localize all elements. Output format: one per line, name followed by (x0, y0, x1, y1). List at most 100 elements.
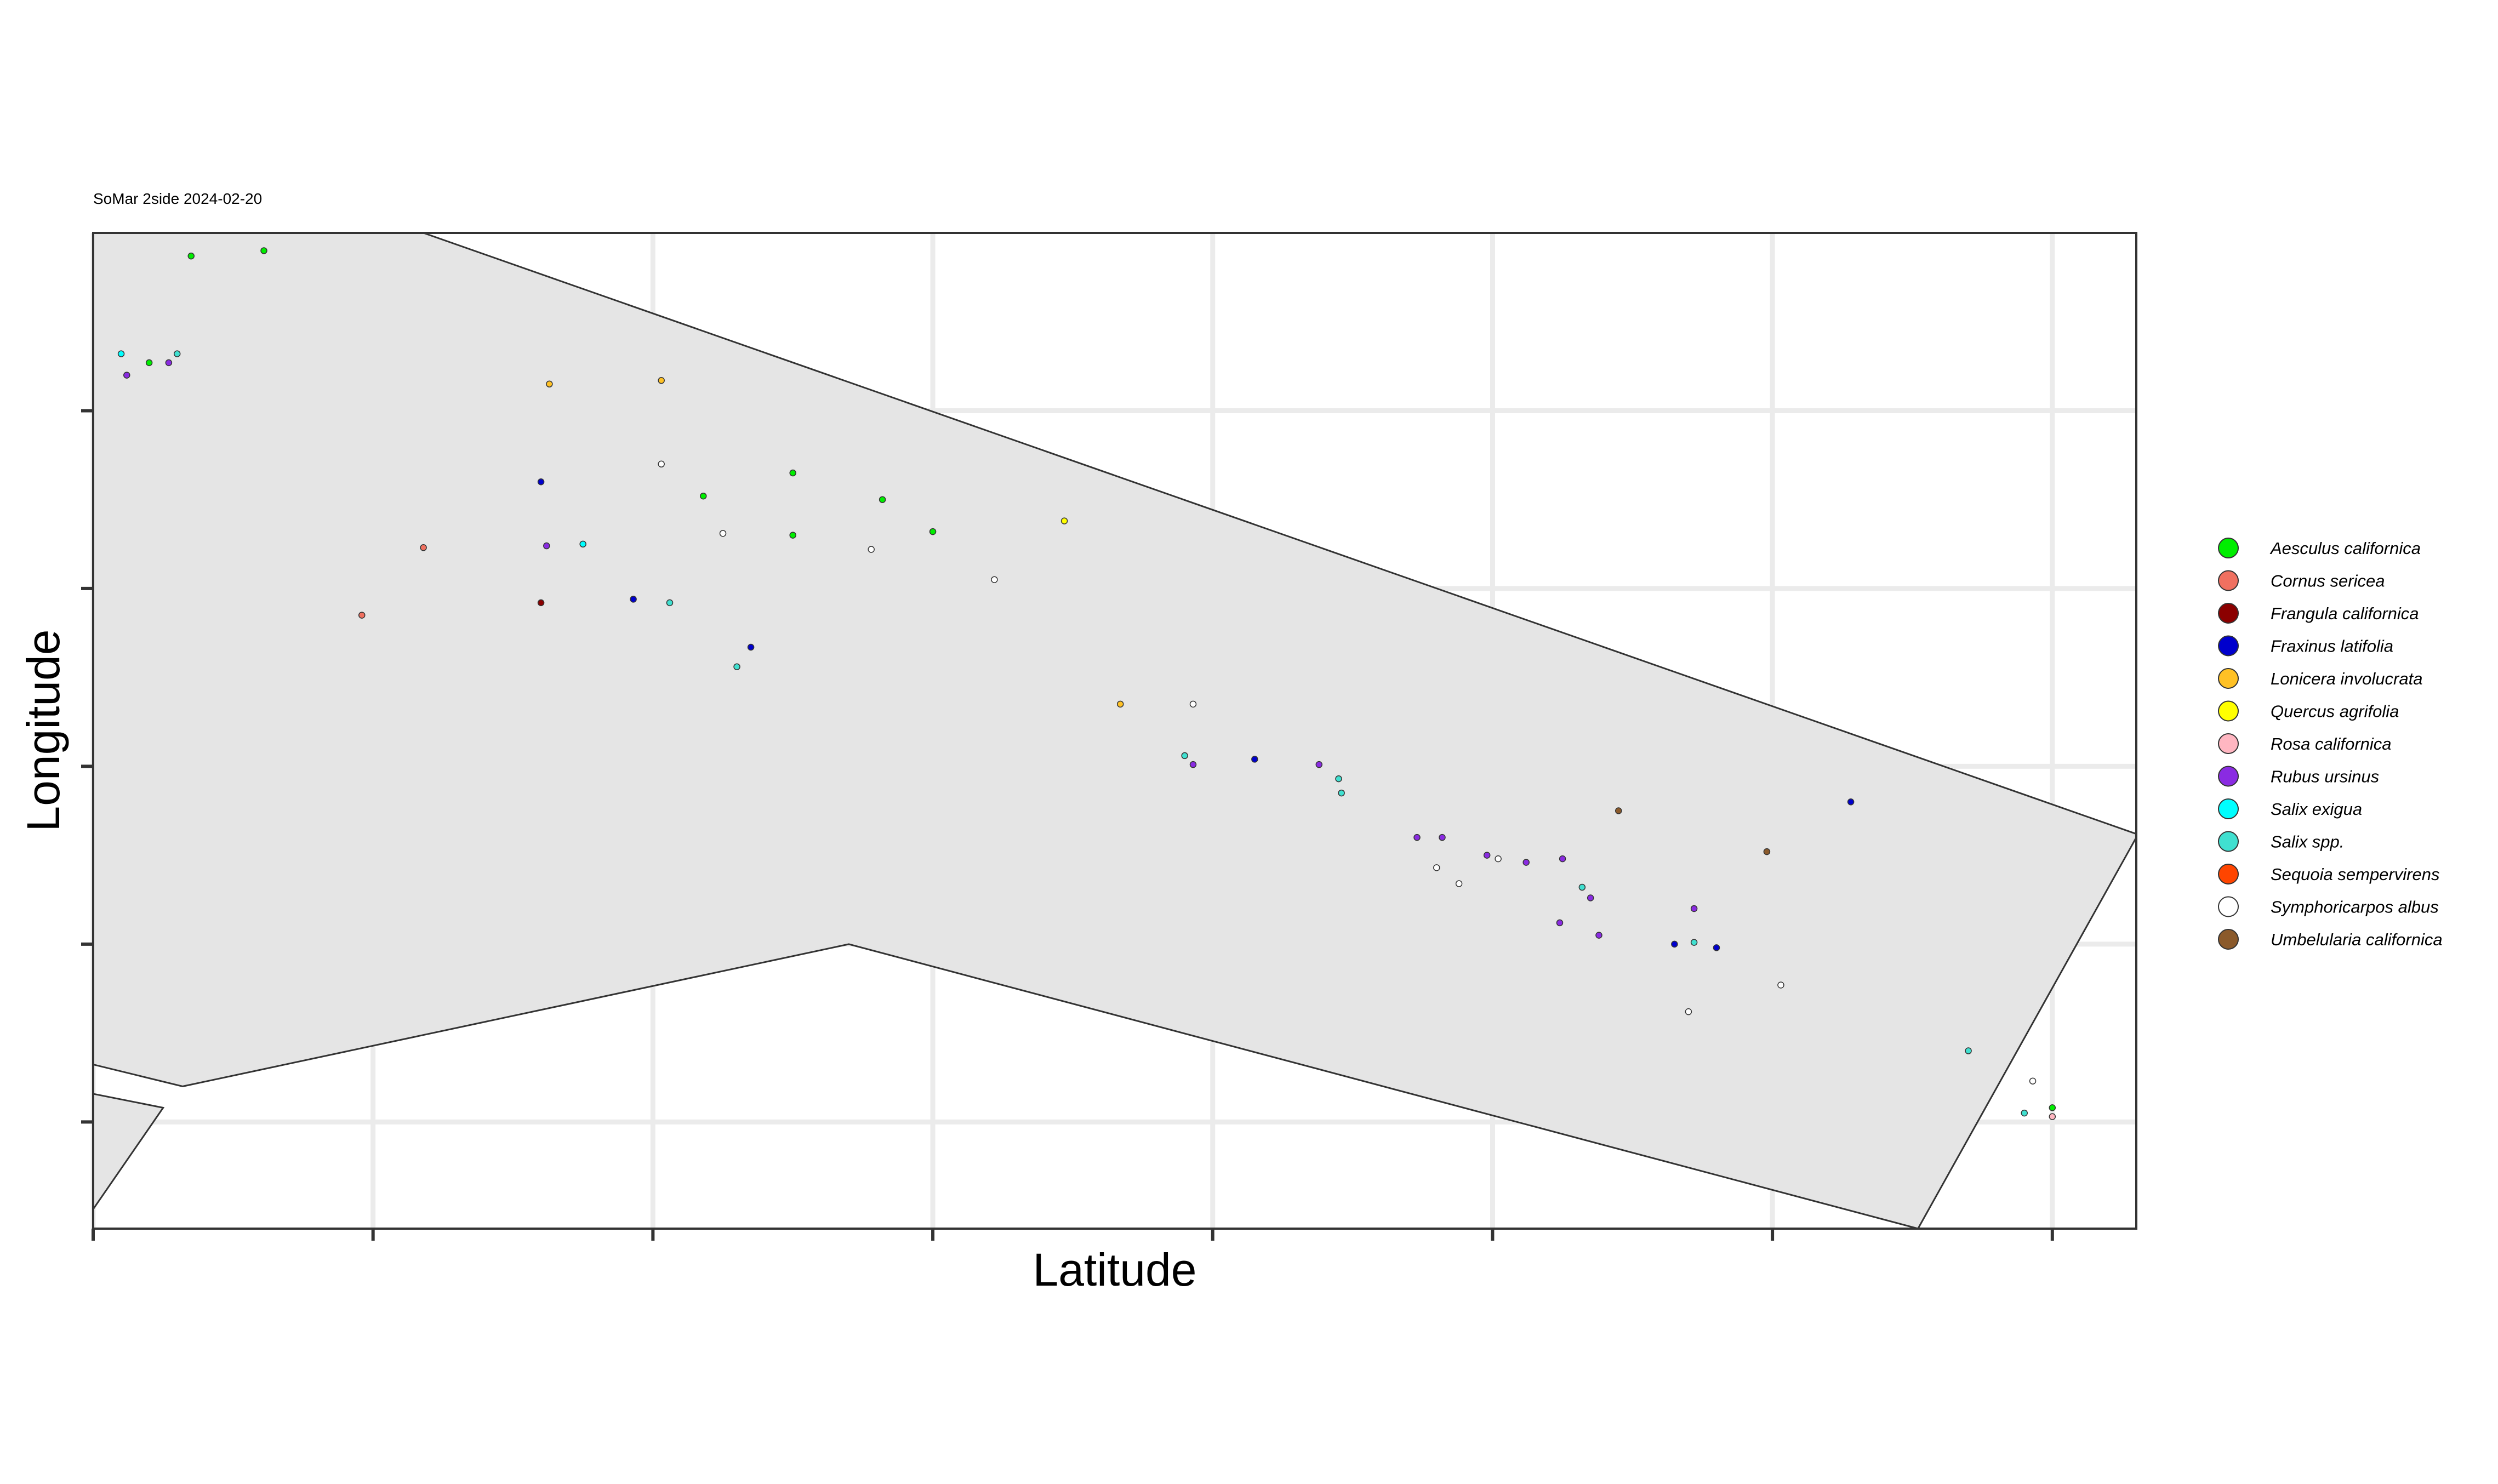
data-point (789, 532, 796, 539)
data-point (1338, 789, 1345, 797)
legend-key-icon (2218, 603, 2239, 624)
legend-label: Quercus agrifolia (2271, 702, 2399, 721)
data-point (1615, 807, 1622, 814)
data-point (666, 599, 674, 607)
data-point (1578, 883, 1586, 891)
legend-label: Cornus sericea (2271, 572, 2385, 591)
legend-label: Aesculus californica (2269, 539, 2421, 558)
data-point (1713, 944, 1720, 951)
data-point (123, 372, 130, 379)
data-point (187, 252, 195, 260)
data-point (747, 643, 755, 651)
legend-label: Fraxinus latifolia (2271, 637, 2393, 656)
legend-label: Symphoricarpos albus (2271, 898, 2439, 917)
legend-key-icon (2218, 798, 2239, 819)
chart-title: SoMar 2side 2024-02-20 (93, 190, 262, 207)
data-point (1483, 852, 1491, 859)
data-point (1189, 700, 1197, 708)
legend-label: Rubus ursinus (2271, 767, 2379, 786)
data-point (868, 546, 875, 553)
legend-label: Salix exigua (2271, 800, 2362, 819)
data-point (579, 540, 586, 548)
data-point (1189, 761, 1197, 768)
legend-label: Rosa californica (2271, 734, 2392, 754)
data-point (1587, 894, 1594, 901)
data-points (117, 247, 2056, 1120)
data-point (173, 350, 181, 357)
data-point (145, 359, 153, 367)
data-point (358, 612, 366, 619)
data-point (1335, 775, 1342, 783)
data-point (2049, 1104, 2056, 1111)
data-point (1495, 855, 1502, 863)
x-axis-title: Latitude (1033, 1244, 1197, 1295)
legend-key-icon (2218, 570, 2239, 591)
legend-label: Umbelularia californica (2271, 930, 2443, 949)
data-point (1413, 834, 1421, 841)
data-point (700, 492, 707, 500)
legend-key-icon (2218, 766, 2239, 787)
legend-key-icon (2218, 668, 2239, 689)
plot-panel-border (92, 232, 2137, 1230)
legend-label: Salix spp. (2271, 832, 2344, 852)
legend-key-icon (2218, 929, 2239, 950)
data-point (1777, 981, 1784, 989)
data-point (1433, 864, 1440, 871)
data-point (543, 542, 550, 550)
data-point (658, 377, 665, 384)
legend-key-icon (2218, 831, 2239, 852)
data-point (1251, 756, 1258, 763)
map-region-a (93, 233, 2136, 1229)
data-point (1315, 761, 1323, 768)
data-point (929, 528, 937, 535)
data-point (1522, 859, 1530, 866)
legend-key-icon (2218, 896, 2239, 917)
legend-key-icon (2218, 733, 2239, 754)
data-point (1060, 517, 1068, 524)
legend-key-icon (2218, 700, 2239, 722)
data-point (117, 350, 125, 357)
data-point (2049, 1113, 2056, 1120)
data-point (546, 380, 553, 388)
data-point (1455, 880, 1463, 887)
data-point (1685, 1008, 1692, 1015)
legend-key-icon (2218, 635, 2239, 657)
data-point (658, 460, 665, 468)
legend: Aesculus californica Cornus sericea Frangu… (2218, 538, 2443, 950)
legend-label: Sequoia sempervirens (2271, 865, 2439, 884)
data-point (1559, 855, 1566, 863)
data-point (420, 544, 427, 551)
data-point (991, 576, 998, 583)
data-point (1763, 848, 1771, 855)
map-region-b (93, 1093, 165, 1211)
data-point (1690, 905, 1698, 912)
map-regions (93, 233, 2136, 1229)
data-point (719, 530, 727, 537)
legend-key-icon (2218, 864, 2239, 884)
data-point (1181, 752, 1188, 760)
axis-ticks (81, 409, 2054, 1241)
data-point (537, 599, 545, 607)
data-point (165, 359, 173, 367)
legend-label: Lonicera involucrata (2271, 669, 2422, 688)
legend-key-icon (2218, 538, 2239, 558)
data-point (1556, 919, 1564, 927)
data-point (2021, 1109, 2028, 1117)
data-point (1595, 932, 1602, 939)
y-axis-title: Longitude (18, 629, 69, 831)
data-point (1847, 798, 1855, 806)
data-point (1690, 939, 1698, 946)
data-point (2029, 1077, 2037, 1085)
data-point (1116, 700, 1124, 708)
data-point (733, 663, 740, 670)
data-point (789, 469, 796, 477)
data-point (1439, 834, 1446, 841)
legend-label: Frangula californica (2271, 604, 2419, 623)
data-point (630, 596, 637, 603)
data-point (1965, 1047, 1972, 1054)
data-point (879, 496, 886, 503)
data-point (260, 247, 267, 254)
data-point (537, 478, 545, 486)
data-point (1671, 940, 1678, 948)
